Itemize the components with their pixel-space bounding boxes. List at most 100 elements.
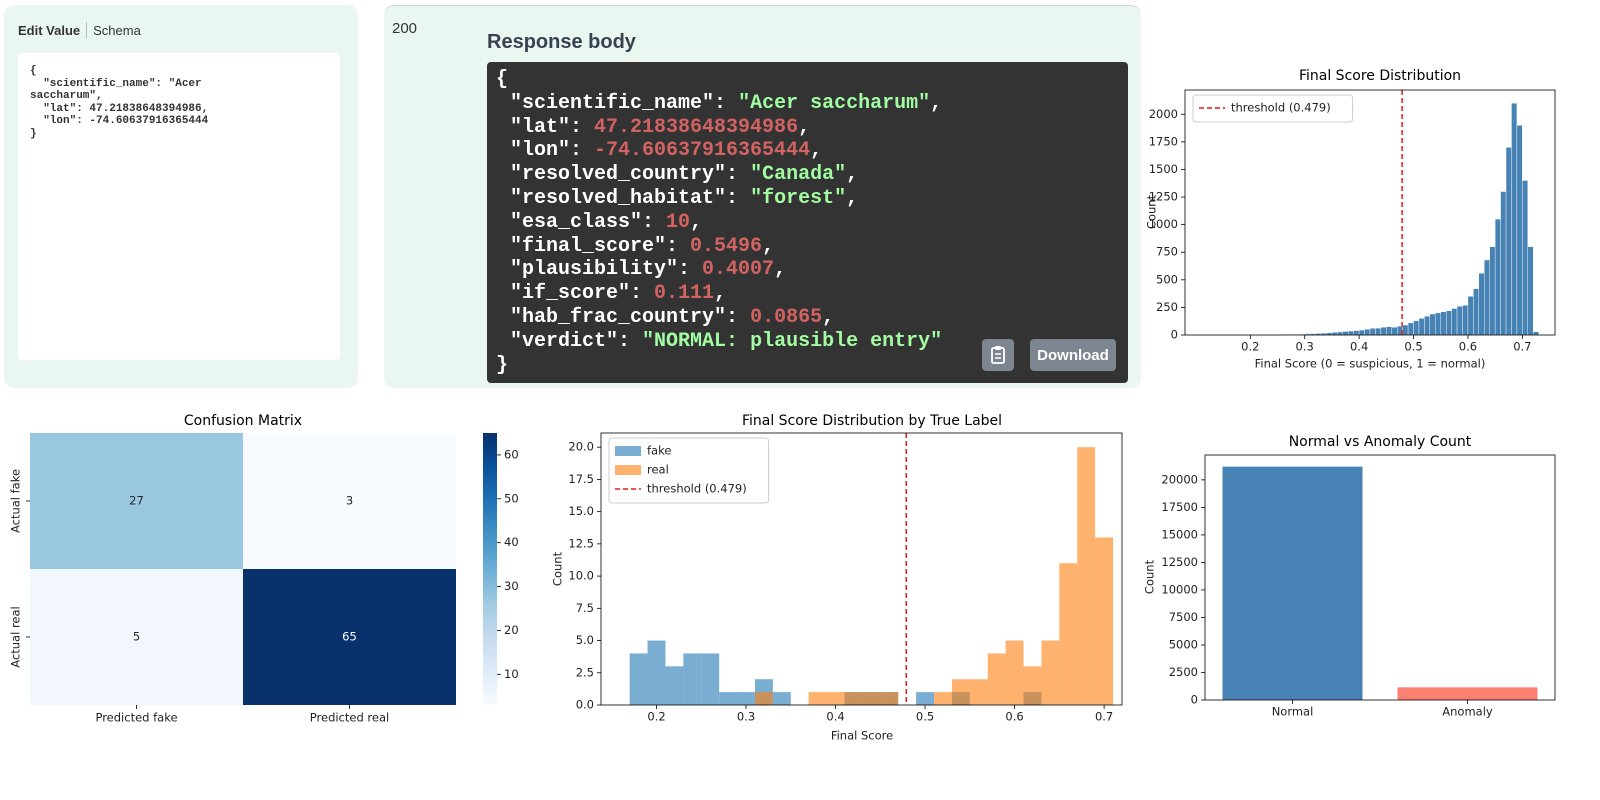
json-line: "if_score": 0.111, (496, 282, 942, 306)
y-tick-label: 500 (1156, 272, 1178, 286)
histogram-bar (934, 692, 952, 705)
histogram-bar (969, 679, 988, 705)
histogram-bar (754, 692, 773, 705)
x-axis-label: Final Score (0 = suspicious, 1 = normal) (1255, 357, 1486, 371)
histogram-bar (1369, 328, 1376, 336)
y-tick-label: 17500 (1161, 500, 1198, 514)
response-body: {"scientific_name": "Acer saccharum", "la… (487, 62, 1128, 383)
json-value: 10 (666, 210, 691, 234)
json-line: "esa_class": 10, (496, 211, 942, 235)
histogram-bar (1511, 103, 1518, 336)
cell-label: 3 (346, 494, 353, 508)
y-tick-label: 1750 (1149, 134, 1178, 148)
colorbar (483, 433, 497, 705)
histogram-bar (1527, 246, 1534, 336)
y-axis-label: Count (1145, 194, 1159, 229)
x-tick-label: 0.5 (916, 710, 934, 724)
histogram-bar (1358, 329, 1365, 336)
histogram-bar (772, 692, 791, 705)
json-punct: , (762, 234, 775, 258)
copy-button[interactable] (982, 339, 1014, 371)
json-value: "Acer saccharum" (738, 91, 931, 115)
json-line: "hab_frac_country": 0.0865, (496, 306, 942, 330)
tab[interactable]: Schema (93, 22, 141, 38)
code-line: "lon": -74.60637916365444 (30, 115, 209, 127)
colorbar-tick-label: 30 (504, 579, 519, 593)
x-tick-label: 0.3 (737, 710, 755, 724)
y-tick-label: 12.5 (568, 536, 594, 550)
y-tick-label: 0 (1171, 328, 1178, 342)
cell-label: 5 (133, 630, 140, 644)
histogram-bar (1505, 147, 1512, 336)
plot-frame (1184, 89, 1556, 336)
x-tick-label: 0.7 (1095, 710, 1113, 724)
histogram-bar (737, 692, 755, 705)
json-punct: , (690, 210, 703, 234)
code-text: { "scientific_name": "Acer saccharum", "l… (30, 65, 208, 140)
x-axis-label: Final Score (831, 729, 893, 743)
chart-title: Confusion Matrix (184, 413, 302, 429)
histogram-bar (647, 640, 666, 705)
json-value: 47.21838648394986 (594, 115, 799, 139)
histogram-bar (1435, 312, 1441, 336)
bar (1397, 687, 1538, 700)
json-brace: } (496, 353, 509, 377)
legend-box (1192, 94, 1354, 123)
json-punct: , (822, 305, 835, 329)
tab[interactable]: Edit Value (18, 22, 81, 38)
histogram-bar (701, 653, 720, 705)
legend-box (608, 437, 770, 504)
response-panel: 200 Response body {"scientific_name": "A… (384, 5, 1141, 388)
download-button[interactable]: Download (1030, 339, 1116, 371)
y-tick-label: 1250 (1149, 190, 1178, 204)
y-tick-label: 2500 (1169, 665, 1198, 679)
x-tick-label: 0.2 (647, 710, 665, 724)
tab-separator (86, 22, 88, 38)
histogram-bar (1023, 666, 1042, 705)
json-punct: , (774, 258, 787, 282)
json-punct: , (846, 186, 859, 210)
y-tick-label: 5.0 (576, 633, 594, 647)
histogram-bar (1077, 447, 1096, 705)
y-tick-label: 17.5 (568, 472, 594, 486)
code-line: "lat": 47.21838648394986, (30, 102, 209, 115)
plot-frame (600, 432, 1123, 706)
histogram-bar (1467, 296, 1474, 336)
response-heading: Response body (487, 31, 636, 53)
histogram-bar (826, 692, 845, 705)
histogram-bar (1337, 331, 1343, 336)
colorbar-tick-label: 60 (504, 447, 519, 461)
status-code: 200 (392, 20, 418, 37)
json-line: "final_score": 0.5496, (496, 235, 942, 259)
x-tick-label: 0.5 (1404, 340, 1422, 354)
json-line: "lat": 47.21838648394986, (496, 116, 942, 140)
legend-label: threshold (0.479) (1231, 101, 1331, 115)
legend-label: threshold (0.479) (647, 482, 747, 496)
y-tick-label: 15.0 (568, 504, 594, 518)
y-tick-label: 10.0 (568, 569, 594, 583)
row-label: Actual real (9, 606, 23, 667)
histogram-bar (1440, 311, 1447, 336)
cell-label: 27 (129, 494, 144, 508)
y-tick-label: 0.0 (576, 698, 594, 712)
json-value: 0.111 (654, 282, 715, 306)
legend-swatch (615, 465, 641, 475)
histogram-bar (1407, 322, 1414, 336)
histogram-bar (1473, 288, 1480, 336)
code-editor[interactable]: { "scientific_name": "Acer saccharum", "l… (18, 53, 340, 360)
json-value: "Canada" (750, 163, 847, 187)
histogram-bar (916, 692, 935, 705)
row-label: Actual fake (9, 469, 23, 533)
colorbar-tick-label: 10 (504, 667, 519, 681)
json-key: "lon": (510, 139, 583, 163)
histogram-bar (1041, 640, 1060, 705)
code-line: saccharum", (30, 90, 103, 102)
histogram-bar (1500, 191, 1507, 336)
y-tick-label: 5000 (1169, 637, 1198, 651)
histogram-bar (1402, 324, 1409, 336)
json-punct: , (798, 115, 811, 139)
histogram-bar (1005, 640, 1024, 705)
y-tick-label: 20.0 (568, 440, 594, 454)
y-tick-label: 12500 (1161, 555, 1198, 569)
histogram-bar (862, 692, 881, 705)
